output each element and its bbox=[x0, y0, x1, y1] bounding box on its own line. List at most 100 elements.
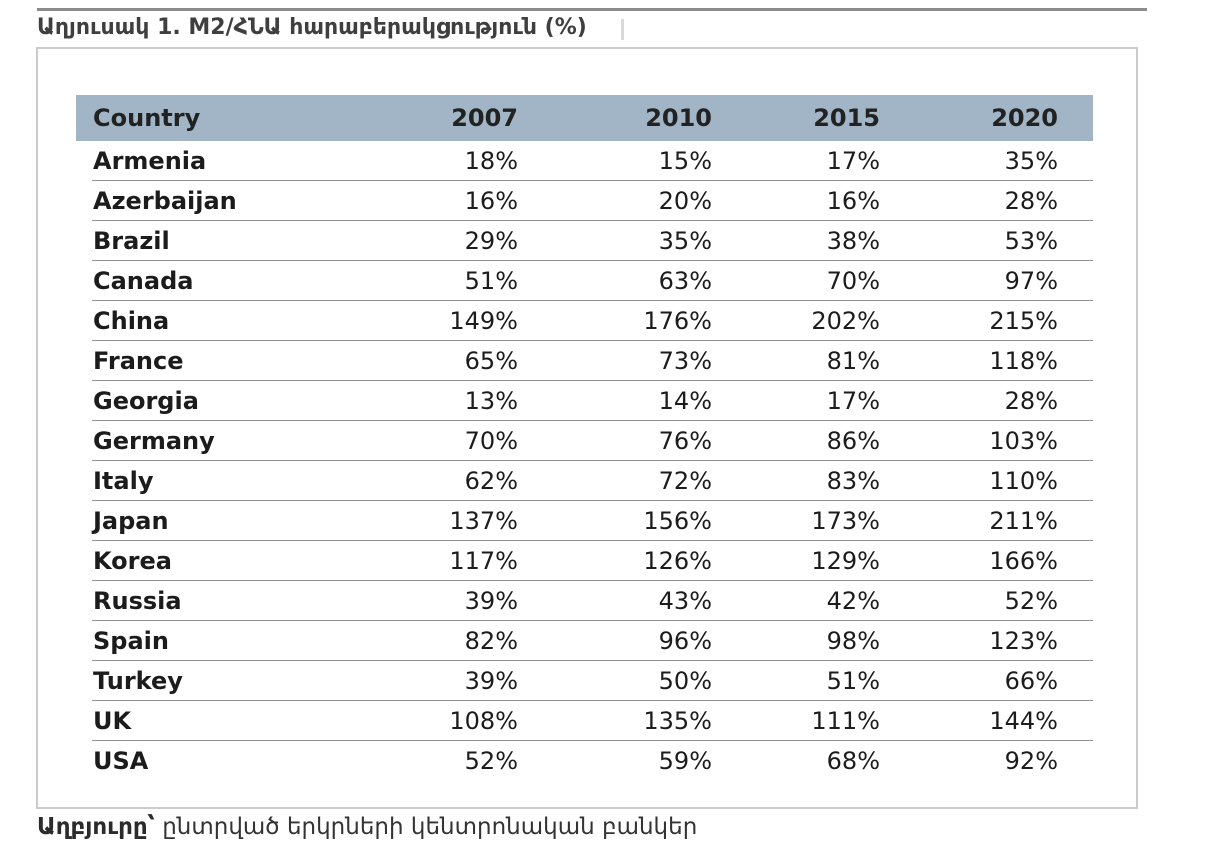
row-right-padding bbox=[1058, 261, 1093, 301]
table-row: USA 52% 59% 68% 92% bbox=[76, 741, 1093, 781]
table-row: Armenia 18% 15% 17% 35% bbox=[76, 141, 1093, 181]
value-cell: 166% bbox=[989, 547, 1058, 575]
country-cell: Spain bbox=[93, 627, 169, 655]
table-row: Canada 51% 63% 70% 97% bbox=[76, 261, 1093, 301]
value-cell: 39% bbox=[464, 667, 518, 695]
value-cell: 149% bbox=[449, 307, 518, 335]
value-cell: 65% bbox=[464, 347, 518, 375]
table-row: France 65% 73% 81% 118% bbox=[76, 341, 1093, 381]
value-cell: 110% bbox=[989, 467, 1058, 495]
value-cell: 38% bbox=[826, 227, 880, 255]
row-right-padding bbox=[1058, 301, 1093, 341]
country-cell: Russia bbox=[93, 587, 182, 615]
value-cell: 108% bbox=[449, 707, 518, 735]
table-caption: Աղյուսակ 1. M2/ՀՆԱ հարաբերակցություն (%) bbox=[37, 15, 587, 40]
row-right-padding bbox=[1058, 701, 1093, 741]
row-right-padding bbox=[1058, 221, 1093, 261]
column-header-country: Country bbox=[93, 104, 201, 132]
table-row: Turkey 39% 50% 51% 66% bbox=[76, 661, 1093, 701]
value-cell: 76% bbox=[658, 427, 712, 455]
row-right-padding bbox=[1058, 741, 1093, 781]
value-cell: 50% bbox=[658, 667, 712, 695]
table-row: Spain 82% 96% 98% 123% bbox=[76, 621, 1093, 661]
row-right-padding bbox=[1058, 381, 1093, 421]
value-cell: 66% bbox=[1004, 667, 1058, 695]
value-cell: 73% bbox=[658, 347, 712, 375]
value-cell: 51% bbox=[464, 267, 518, 295]
source-note: Աղբյուրը՝ ընտրված երկրների կենտրոնական բ… bbox=[37, 814, 697, 840]
column-header-2015: 2015 bbox=[813, 104, 880, 132]
value-cell: 20% bbox=[658, 187, 712, 215]
value-cell: 86% bbox=[826, 427, 880, 455]
value-cell: 52% bbox=[1004, 587, 1058, 615]
value-cell: 53% bbox=[1004, 227, 1058, 255]
row-right-padding bbox=[1058, 621, 1093, 661]
value-cell: 70% bbox=[826, 267, 880, 295]
country-cell: Germany bbox=[93, 427, 215, 455]
value-cell: 29% bbox=[464, 227, 518, 255]
data-table: Country 2007 2010 2015 2020 Armenia 18% 15… bbox=[76, 95, 1093, 781]
value-cell: 52% bbox=[464, 747, 518, 775]
row-right-padding bbox=[1058, 461, 1093, 501]
value-cell: 16% bbox=[464, 187, 518, 215]
country-cell: Korea bbox=[93, 547, 172, 575]
column-header-2010: 2010 bbox=[645, 104, 712, 132]
value-cell: 96% bbox=[658, 627, 712, 655]
value-cell: 156% bbox=[643, 507, 712, 535]
value-cell: 111% bbox=[811, 707, 880, 735]
cursor-mark bbox=[621, 19, 624, 40]
row-right-padding bbox=[1058, 661, 1093, 701]
row-right-padding bbox=[1058, 181, 1093, 221]
header-right-padding bbox=[1058, 95, 1093, 141]
table-row: Azerbaijan 16% 20% 16% 28% bbox=[76, 181, 1093, 221]
value-cell: 126% bbox=[643, 547, 712, 575]
value-cell: 137% bbox=[449, 507, 518, 535]
source-text: ընտրված երկրների կենտրոնական բանկեր bbox=[154, 814, 698, 840]
row-right-padding bbox=[1058, 501, 1093, 541]
table-header-row: Country 2007 2010 2015 2020 bbox=[76, 95, 1093, 141]
value-cell: 202% bbox=[811, 307, 880, 335]
value-cell: 97% bbox=[1004, 267, 1058, 295]
value-cell: 81% bbox=[826, 347, 880, 375]
row-right-padding bbox=[1058, 341, 1093, 381]
value-cell: 70% bbox=[464, 427, 518, 455]
country-cell: Canada bbox=[93, 267, 194, 295]
table-row: UK 108% 135% 111% 144% bbox=[76, 701, 1093, 741]
value-cell: 211% bbox=[989, 507, 1058, 535]
column-header-2007: 2007 bbox=[451, 104, 518, 132]
country-cell: UK bbox=[93, 707, 132, 735]
value-cell: 129% bbox=[811, 547, 880, 575]
value-cell: 43% bbox=[658, 587, 712, 615]
value-cell: 17% bbox=[826, 387, 880, 415]
table-row: Germany 70% 76% 86% 103% bbox=[76, 421, 1093, 461]
row-right-padding bbox=[1058, 421, 1093, 461]
row-right-padding bbox=[1058, 541, 1093, 581]
table-row: Russia 39% 43% 42% 52% bbox=[76, 581, 1093, 621]
value-cell: 14% bbox=[658, 387, 712, 415]
table-panel: Country 2007 2010 2015 2020 Armenia 18% 15… bbox=[36, 47, 1138, 809]
country-cell: France bbox=[93, 347, 184, 375]
value-cell: 117% bbox=[449, 547, 518, 575]
value-cell: 51% bbox=[826, 667, 880, 695]
country-cell: Azerbaijan bbox=[93, 187, 237, 215]
country-cell: Italy bbox=[93, 467, 154, 495]
value-cell: 123% bbox=[989, 627, 1058, 655]
value-cell: 144% bbox=[989, 707, 1058, 735]
value-cell: 42% bbox=[826, 587, 880, 615]
source-label: Աղբյուրը՝ bbox=[37, 814, 155, 840]
table-row: Georgia 13% 14% 17% 28% bbox=[76, 381, 1093, 421]
country-cell: China bbox=[93, 307, 170, 335]
value-cell: 13% bbox=[464, 387, 518, 415]
value-cell: 16% bbox=[826, 187, 880, 215]
value-cell: 35% bbox=[658, 227, 712, 255]
value-cell: 103% bbox=[989, 427, 1058, 455]
country-cell: Armenia bbox=[93, 147, 207, 175]
value-cell: 92% bbox=[1004, 747, 1058, 775]
table-row: Brazil 29% 35% 38% 53% bbox=[76, 221, 1093, 261]
value-cell: 118% bbox=[989, 347, 1058, 375]
value-cell: 35% bbox=[1004, 147, 1058, 175]
table-row: Italy 62% 72% 83% 110% bbox=[76, 461, 1093, 501]
value-cell: 83% bbox=[826, 467, 880, 495]
value-cell: 215% bbox=[989, 307, 1058, 335]
